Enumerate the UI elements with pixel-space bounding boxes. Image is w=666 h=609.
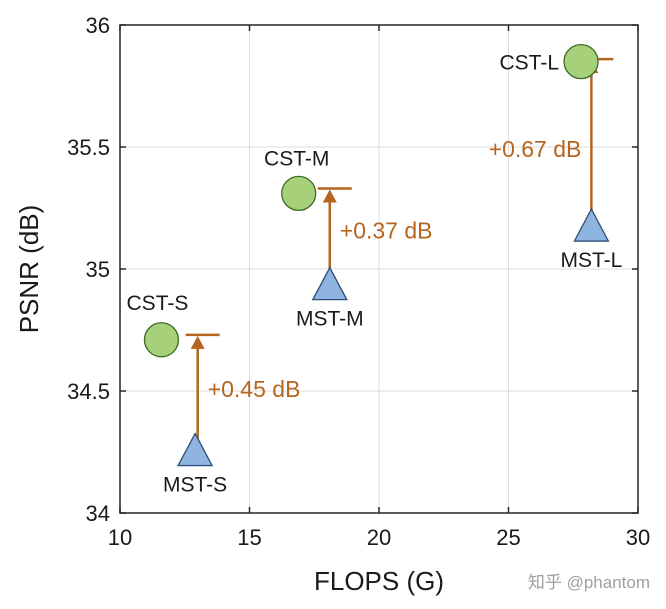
watermark: 知乎 @phantom — [528, 573, 650, 592]
y-tick-label: 35.5 — [67, 135, 110, 160]
point-label: MST-S — [163, 474, 227, 497]
point-label: MST-L — [560, 249, 622, 272]
x-tick-label: 15 — [237, 525, 261, 550]
y-axis-label: PSNR (dB) — [14, 205, 44, 334]
gain-label: +0.37 dB — [340, 217, 433, 243]
x-tick-label: 25 — [496, 525, 520, 550]
gain-label: +0.67 dB — [489, 136, 582, 162]
point-labels: CST-S CST-M CST-L MST-S MST-M MST-L — [127, 52, 623, 497]
y-tick-label: 34 — [86, 501, 110, 526]
point-label: CST-S — [127, 292, 189, 315]
x-axis-label: FLOPS (G) — [314, 566, 444, 596]
data-markers — [143, 43, 610, 467]
grid — [120, 25, 638, 513]
point-label: CST-M — [264, 147, 329, 170]
mst-marker — [311, 266, 348, 301]
x-tick-label: 20 — [367, 525, 391, 550]
cst-marker — [563, 43, 599, 80]
y-tick-label: 35 — [86, 257, 110, 282]
axis-ticks: 10 15 20 25 30 34 34.5 35 35.5 36 — [67, 13, 650, 550]
gain-arrow-head — [322, 189, 337, 203]
y-tick-label: 36 — [86, 13, 110, 38]
x-tick-label: 30 — [626, 525, 650, 550]
y-tick-label: 34.5 — [67, 379, 110, 404]
gain-label: +0.45 dB — [208, 376, 301, 402]
mst-marker — [573, 207, 610, 242]
mst-marker — [177, 432, 214, 467]
gain-arrow-head — [190, 335, 205, 349]
cst-marker — [143, 322, 180, 358]
cst-marker — [281, 175, 317, 212]
point-label: MST-M — [296, 308, 364, 331]
x-tick-label: 10 — [108, 525, 132, 550]
point-label: CST-L — [500, 52, 560, 75]
